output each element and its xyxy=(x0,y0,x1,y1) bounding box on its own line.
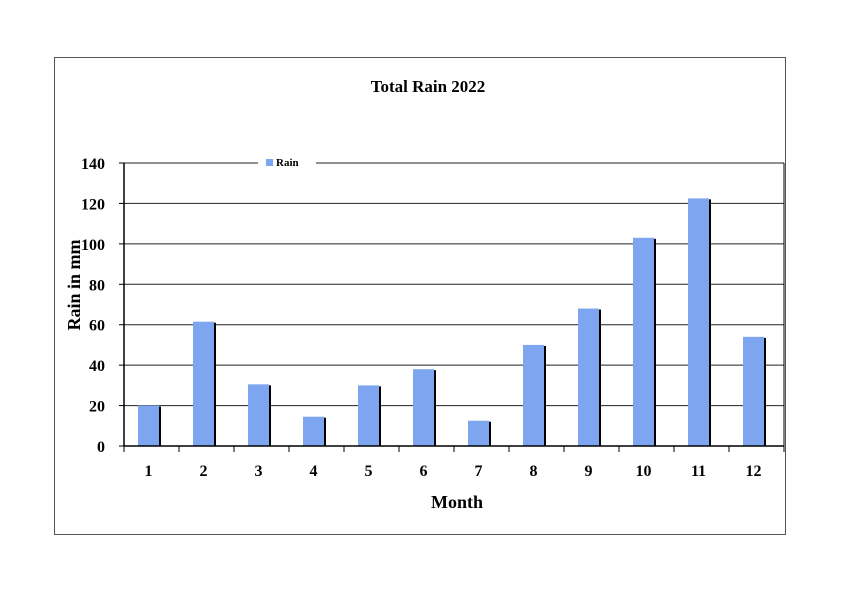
bars xyxy=(138,198,766,446)
y-tick-label: 60 xyxy=(89,318,105,335)
legend: Rain xyxy=(258,154,316,172)
x-tick-label: 6 xyxy=(420,463,428,480)
bar-month-6 xyxy=(413,369,434,446)
x-tick-label: 5 xyxy=(365,463,373,480)
bar-month-1 xyxy=(138,405,159,446)
y-tick-label: 80 xyxy=(89,277,105,294)
chart-title: Total Rain 2022 xyxy=(371,77,486,96)
x-tick-label: 3 xyxy=(255,463,263,480)
bar-month-3 xyxy=(248,384,269,446)
bar-month-4 xyxy=(303,416,324,446)
y-tick-label: 100 xyxy=(81,237,105,254)
x-tick-label: 2 xyxy=(200,463,208,480)
y-tick-label: 120 xyxy=(81,196,105,213)
gridlines xyxy=(119,162,784,447)
x-tick-label: 12 xyxy=(746,463,762,480)
y-tick-label: 40 xyxy=(89,358,105,375)
x-axis-label: Month xyxy=(431,492,483,512)
bar-month-7 xyxy=(468,420,489,446)
y-tick-label: 140 xyxy=(81,156,105,173)
axes xyxy=(123,163,785,452)
y-axis-label: Rain in mm xyxy=(64,239,84,330)
x-tick-label: 7 xyxy=(475,463,483,480)
x-tick-label: 11 xyxy=(691,463,706,480)
bar-month-11 xyxy=(688,198,709,446)
bar-month-12 xyxy=(743,336,764,446)
x-tick-label: 10 xyxy=(636,463,652,480)
legend-background xyxy=(258,154,316,172)
x-tick-label: 9 xyxy=(585,463,593,480)
chart-frame xyxy=(54,57,786,535)
y-tick-label: 20 xyxy=(89,399,105,416)
bar-month-8 xyxy=(523,344,544,446)
legend-label-rain: Rain xyxy=(276,157,299,169)
bar-month-5 xyxy=(358,385,379,446)
x-tick-label: 4 xyxy=(310,463,318,480)
bar-month-2 xyxy=(193,321,214,446)
x-tick-label: 8 xyxy=(530,463,538,480)
bar-month-9 xyxy=(578,308,599,446)
bar-month-10 xyxy=(633,237,654,446)
y-tick-label: 0 xyxy=(97,439,105,456)
x-tick-labels: 1 2 3 4 5 6 7 8 9 10 11 12 xyxy=(145,463,762,480)
legend-swatch-rain xyxy=(266,159,273,166)
x-tick-label: 1 xyxy=(145,463,153,480)
y-tick-labels: 0 20 40 60 80 100 120 140 xyxy=(81,156,105,456)
